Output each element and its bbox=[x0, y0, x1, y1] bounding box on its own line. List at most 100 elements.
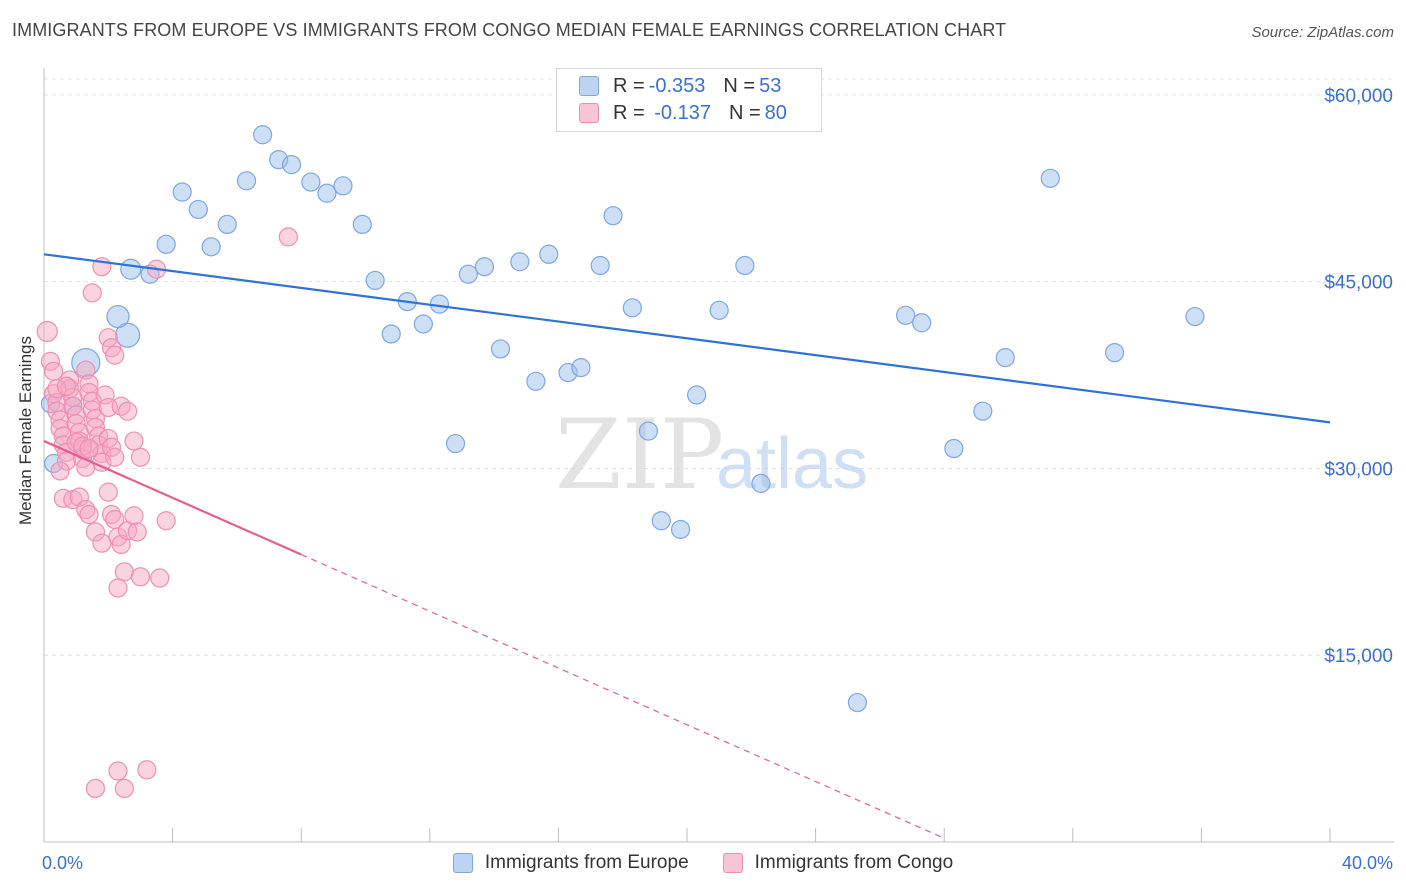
congo-point bbox=[130, 447, 151, 467]
congo-point bbox=[150, 568, 170, 588]
congo-point bbox=[124, 506, 144, 526]
axes bbox=[43, 68, 1394, 843]
europe-point bbox=[896, 305, 916, 325]
europe-point bbox=[445, 433, 466, 454]
legend-europe-swatch bbox=[452, 853, 473, 873]
y-tick-label: $30,000 bbox=[1324, 459, 1393, 480]
europe-point bbox=[188, 199, 208, 220]
europe-point bbox=[526, 371, 546, 391]
congo-point bbox=[76, 457, 96, 477]
europe-point bbox=[106, 304, 130, 329]
europe-point bbox=[847, 692, 867, 713]
y-tick-labels: $15,000 $30,000 $45,000 $60,000 bbox=[1324, 86, 1393, 667]
europe-point bbox=[571, 357, 591, 378]
congo-point bbox=[114, 562, 134, 582]
congo-r-label: R = bbox=[613, 101, 645, 124]
congo-point bbox=[156, 511, 176, 531]
europe-r-value: -0.353 bbox=[648, 74, 706, 97]
legend-item-europe: Immigrants from Europe bbox=[452, 852, 689, 874]
trend-lines bbox=[43, 253, 1331, 839]
europe-point bbox=[687, 385, 707, 405]
congo-point bbox=[114, 778, 134, 799]
europe-point bbox=[156, 234, 176, 254]
series-legend: Immigrants from Europe Immigrants from C… bbox=[0, 852, 1406, 874]
europe-point bbox=[735, 255, 755, 276]
watermark: ZIP atlas bbox=[555, 399, 868, 511]
europe-point bbox=[365, 270, 385, 291]
europe-point bbox=[317, 183, 337, 203]
congo-n-label: N = bbox=[728, 101, 761, 124]
gridlines bbox=[44, 78, 1394, 656]
chart-title: IMMIGRANTS FROM EUROPE VS IMMIGRANTS FRO… bbox=[12, 20, 1007, 40]
europe-point bbox=[201, 237, 221, 257]
europe-point bbox=[490, 339, 511, 359]
congo-point bbox=[127, 522, 147, 542]
congo-trend-line bbox=[43, 440, 302, 556]
europe-point bbox=[638, 421, 659, 441]
congo-point bbox=[79, 438, 99, 459]
congo-point bbox=[124, 431, 144, 451]
europe-point bbox=[474, 257, 495, 277]
congo-point bbox=[278, 227, 298, 247]
x-tick-label-min: 0.0% bbox=[42, 853, 83, 873]
legend-item-congo: Immigrants from Congo bbox=[722, 852, 954, 874]
stats-legend: R = -0.353 N = 53 R = -0.137 N = 80 bbox=[556, 68, 822, 132]
congo-point bbox=[108, 578, 128, 598]
europe-point bbox=[973, 401, 993, 421]
europe-point bbox=[539, 244, 559, 264]
x-tick-label-max: 40.0% bbox=[1342, 853, 1393, 873]
congo-point bbox=[85, 778, 106, 799]
europe-point bbox=[217, 214, 237, 234]
europe-point bbox=[510, 252, 530, 272]
europe-swatch bbox=[579, 76, 599, 96]
europe-point bbox=[253, 125, 273, 145]
europe-point bbox=[670, 519, 691, 540]
y-tick-label: $45,000 bbox=[1324, 273, 1393, 294]
congo-point bbox=[36, 320, 58, 343]
congo-point bbox=[56, 376, 77, 396]
europe-point bbox=[603, 206, 623, 226]
watermark-zip: ZIP bbox=[555, 399, 724, 511]
europe-point bbox=[413, 314, 433, 334]
europe-point bbox=[172, 182, 192, 202]
legend-row-europe: R = -0.353 N = 53 bbox=[557, 73, 781, 99]
europe-point bbox=[590, 255, 610, 276]
congo-n-value: 80 bbox=[764, 101, 787, 124]
europe-point bbox=[995, 348, 1015, 368]
europe-point bbox=[622, 298, 642, 318]
chart-source: Source: ZipAtlas.com bbox=[1251, 24, 1394, 41]
europe-point bbox=[120, 258, 142, 280]
legend-row-congo: R = -0.137 N = 80 bbox=[557, 100, 787, 126]
europe-point bbox=[944, 438, 964, 459]
congo-point bbox=[137, 760, 157, 780]
legend-congo-label: Immigrants from Congo bbox=[754, 852, 954, 873]
congo-point bbox=[44, 361, 64, 381]
europe-point bbox=[301, 172, 321, 192]
watermark-atlas: atlas bbox=[716, 424, 868, 504]
congo-trend-extension bbox=[300, 553, 945, 839]
congo-point bbox=[108, 761, 128, 781]
europe-point bbox=[381, 324, 401, 344]
y-axis-label: Median Female Earnings bbox=[16, 336, 35, 525]
europe-point bbox=[1040, 168, 1060, 188]
congo-point bbox=[130, 567, 151, 587]
europe-n-value: 53 bbox=[759, 74, 782, 97]
europe-point bbox=[651, 511, 671, 531]
congo-swatch bbox=[579, 103, 599, 123]
legend-europe-label: Immigrants from Europe bbox=[484, 852, 689, 873]
europe-trend-line bbox=[43, 253, 1331, 424]
congo-point bbox=[79, 504, 99, 525]
congo-point bbox=[117, 401, 138, 421]
europe-point bbox=[912, 313, 932, 333]
congo-point bbox=[105, 447, 125, 467]
congo-point bbox=[92, 533, 112, 553]
europe-point bbox=[281, 155, 302, 175]
europe-point bbox=[751, 473, 771, 493]
legend-congo-swatch bbox=[722, 853, 743, 873]
congo-point bbox=[105, 345, 125, 365]
europe-point bbox=[709, 300, 729, 320]
congo-point bbox=[98, 482, 118, 502]
europe-r-label: R = bbox=[613, 74, 645, 97]
congo-point bbox=[82, 283, 102, 303]
